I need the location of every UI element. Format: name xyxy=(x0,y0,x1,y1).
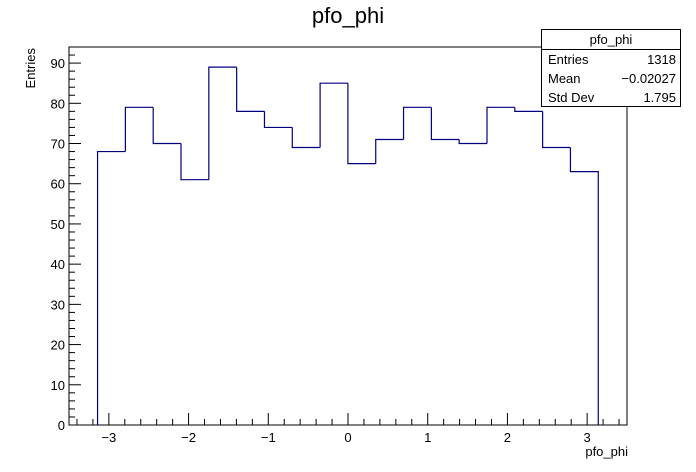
y-tick-label: 60 xyxy=(51,177,65,192)
y-tick-label: 0 xyxy=(58,418,65,433)
x-axis: −3 −2 −1 0 1 2 3 xyxy=(76,413,620,445)
y-tick-label: 70 xyxy=(51,137,65,152)
histogram-bin xyxy=(402,106,432,140)
y-tick-label: 10 xyxy=(51,378,65,393)
histogram-bin xyxy=(236,67,265,112)
y-tick-label: 80 xyxy=(51,96,65,111)
x-tick-label: −3 xyxy=(101,430,116,445)
histogram-bin xyxy=(514,107,543,112)
histogram-bin xyxy=(375,138,404,164)
histogram-bin xyxy=(124,106,154,152)
histogram-bin xyxy=(430,107,460,141)
stats-value: 1.795 xyxy=(643,90,676,105)
x-tick-label: 3 xyxy=(584,430,591,445)
histogram-bin xyxy=(263,111,293,129)
histogram-bin xyxy=(152,107,182,145)
stats-row-entries: Entries 1318 xyxy=(542,50,680,69)
y-tick-label: 50 xyxy=(51,217,65,232)
y-axis-title: Entries xyxy=(23,48,38,89)
histogram-bin xyxy=(319,82,348,148)
stats-value: 1318 xyxy=(647,52,676,67)
histogram-bin xyxy=(180,143,209,181)
histogram-bin xyxy=(347,83,376,165)
stats-value: −0.02027 xyxy=(621,71,676,86)
stats-label: Std Dev xyxy=(548,90,595,105)
histogram-layer xyxy=(96,66,599,425)
stats-box: pfo_phi Entries 1318 Mean −0.02027 Std D… xyxy=(541,29,681,107)
histogram-bin xyxy=(486,106,515,144)
y-tick-label: 90 xyxy=(51,56,65,71)
stats-title: pfo_phi xyxy=(542,30,680,50)
y-tick-label: 40 xyxy=(51,257,65,272)
x-axis-title: pfo_phi xyxy=(585,444,628,459)
histogram-bin xyxy=(458,139,487,145)
stats-row-stddev: Std Dev 1.795 xyxy=(542,88,680,107)
histogram-bin xyxy=(291,127,321,149)
x-tick-label: 0 xyxy=(344,430,351,445)
histogram-bin xyxy=(208,66,237,180)
histogram-bin xyxy=(96,150,126,425)
chart-title: pfo_phi xyxy=(312,3,384,28)
x-tick-label: 1 xyxy=(424,430,431,445)
histogram-bin xyxy=(569,147,599,425)
histogram-bin xyxy=(542,111,571,149)
x-tick-label: 2 xyxy=(504,430,511,445)
stats-row-mean: Mean −0.02027 xyxy=(542,69,680,88)
x-tick-label: −1 xyxy=(261,430,276,445)
y-tick-label: 30 xyxy=(51,297,65,312)
y-tick-label: 20 xyxy=(51,338,65,353)
stats-label: Mean xyxy=(548,71,581,86)
y-axis: 0 10 20 30 40 50 60 70 80 90 xyxy=(51,46,81,433)
stats-label: Entries xyxy=(548,52,589,67)
x-tick-label: −2 xyxy=(181,430,196,445)
